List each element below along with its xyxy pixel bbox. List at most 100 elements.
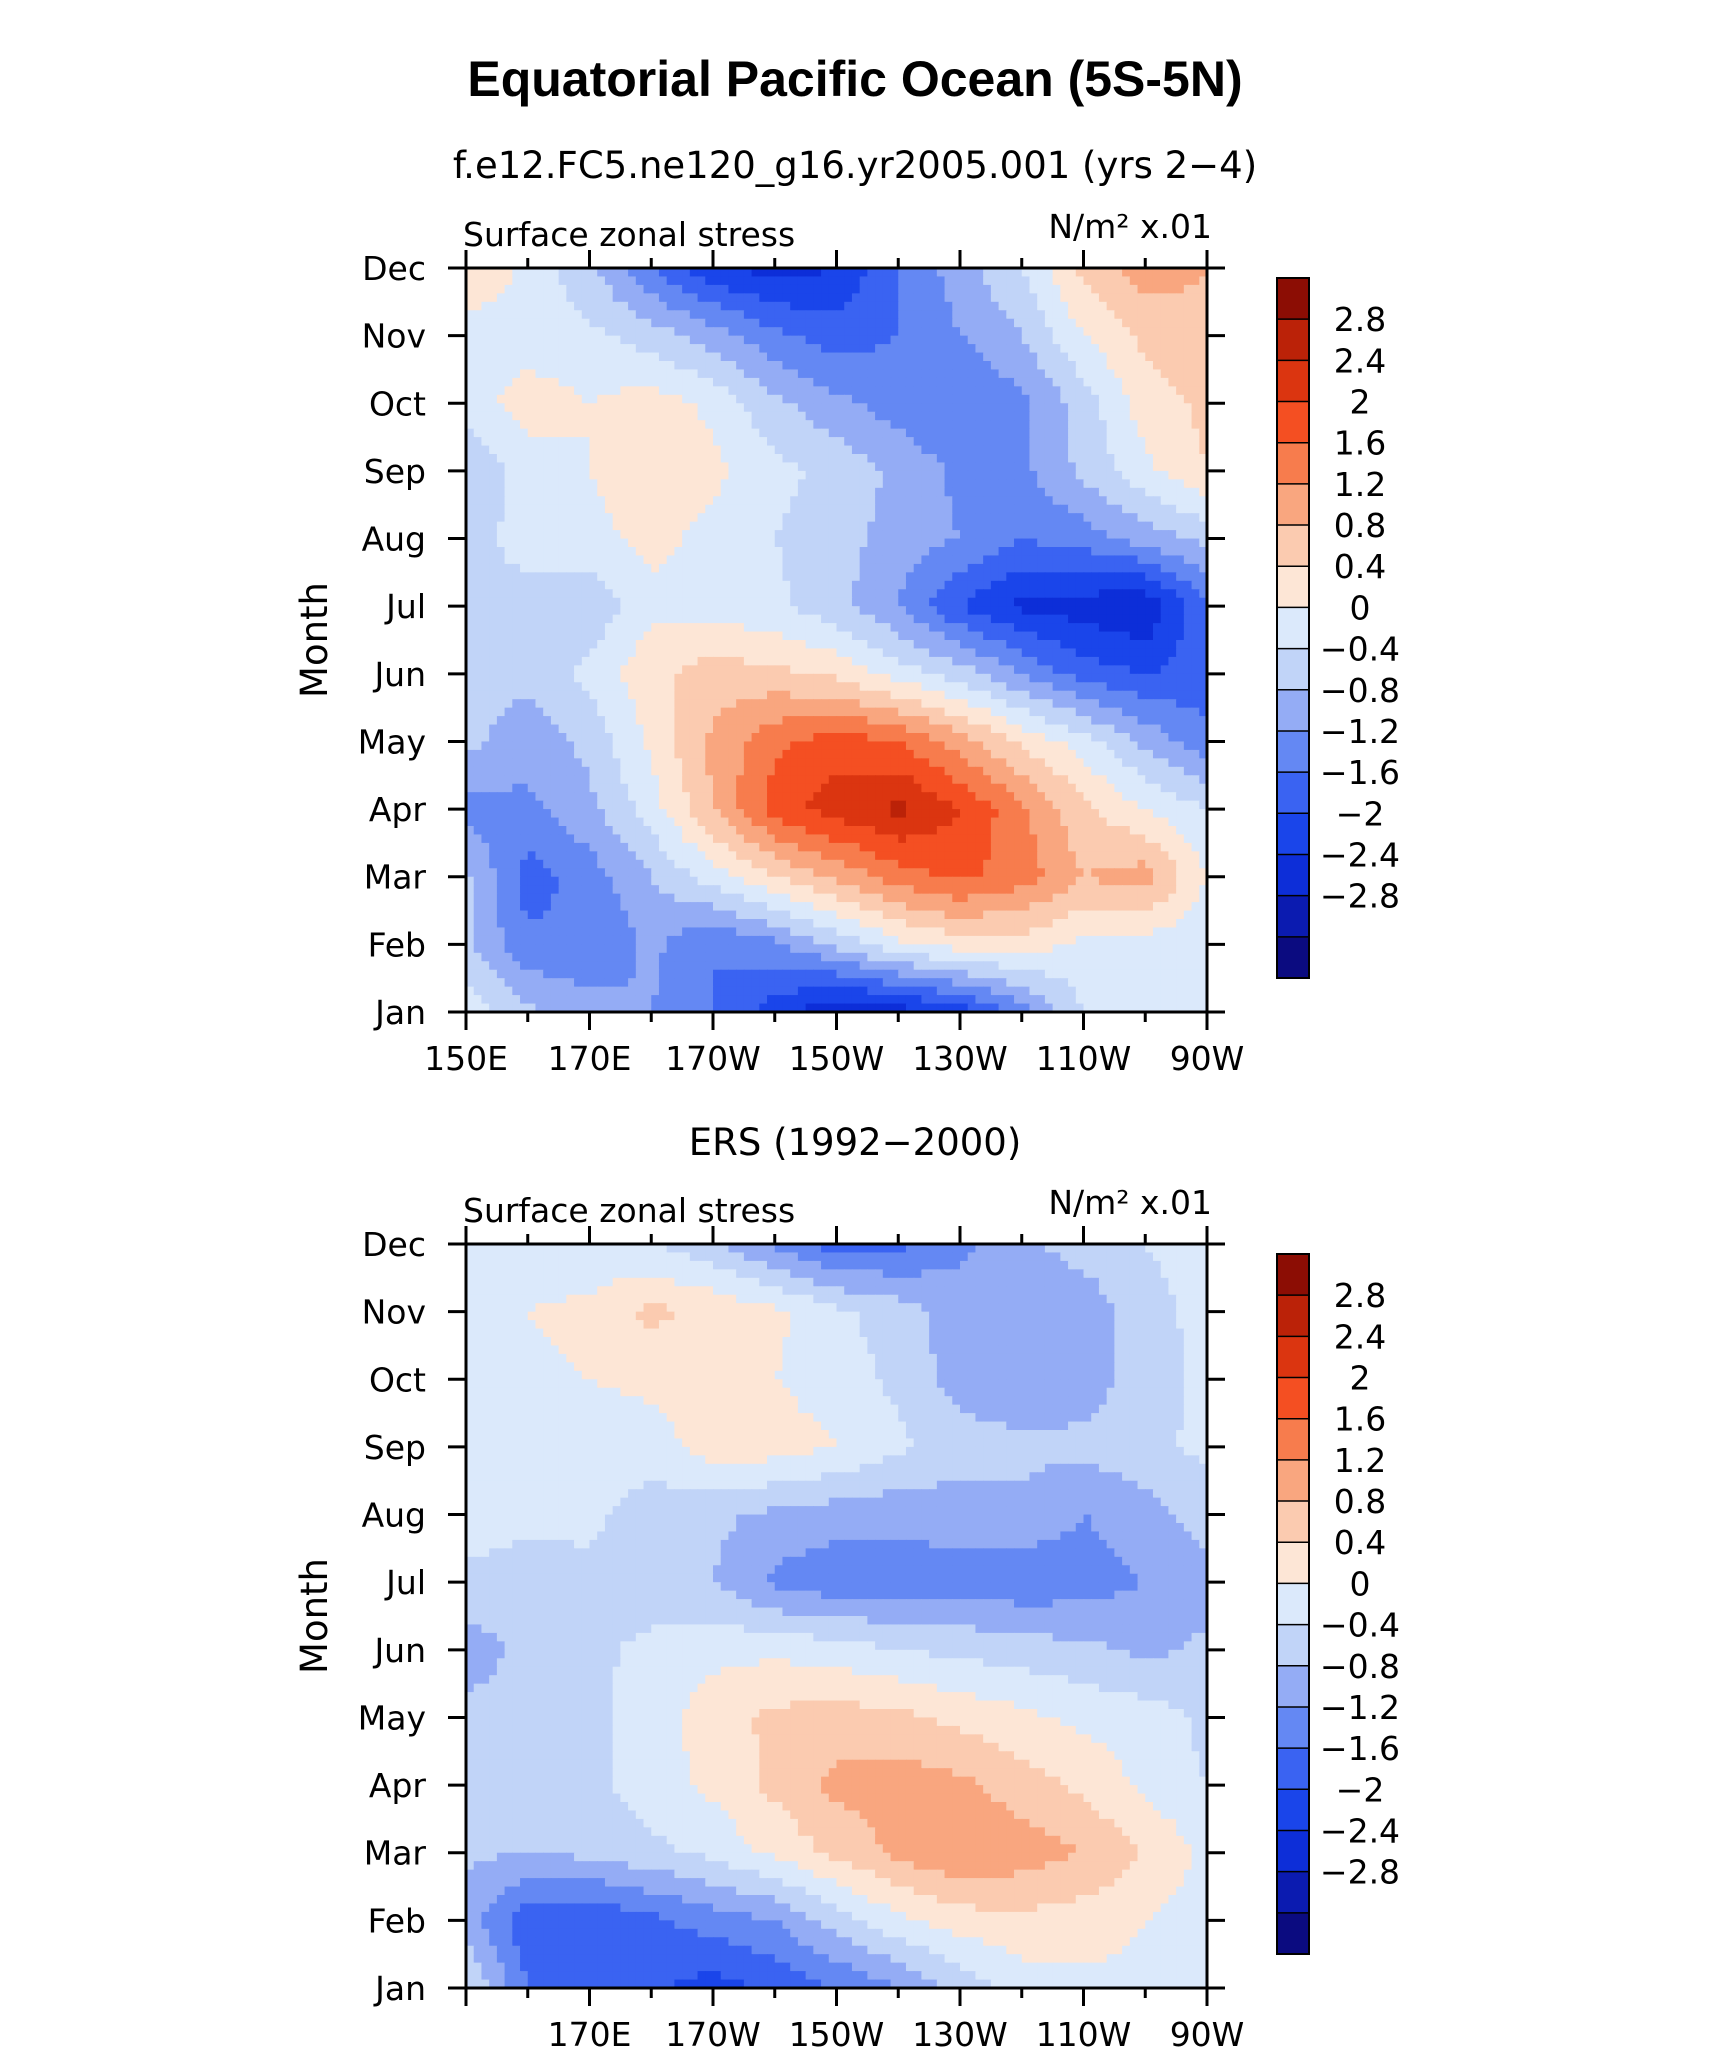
heatmap-cell bbox=[767, 673, 776, 683]
heatmap-cell bbox=[550, 361, 560, 371]
heatmap-cell bbox=[628, 268, 637, 278]
heatmap-cell bbox=[489, 445, 498, 455]
heatmap-cell bbox=[550, 377, 560, 387]
heatmap-cell bbox=[1106, 403, 1115, 413]
heatmap-cell bbox=[666, 555, 676, 565]
heatmap-cell bbox=[697, 479, 706, 489]
heatmap-cell bbox=[713, 276, 722, 286]
heatmap-cell bbox=[535, 563, 544, 573]
heatmap-cell bbox=[767, 487, 776, 497]
heatmap-cell bbox=[1137, 361, 1146, 371]
heatmap-cell bbox=[558, 420, 567, 430]
heatmap-cell bbox=[1152, 327, 1162, 337]
heatmap-cell bbox=[952, 352, 961, 362]
heatmap-cell bbox=[836, 386, 845, 396]
heatmap-cell bbox=[898, 682, 907, 692]
heatmap-cell bbox=[705, 631, 714, 641]
heatmap-cell bbox=[952, 377, 961, 387]
heatmap-cell bbox=[905, 648, 915, 658]
heatmap-cell bbox=[1037, 699, 1046, 709]
heatmap-cell bbox=[496, 310, 506, 320]
heatmap-cell bbox=[998, 276, 1007, 286]
heatmap-cell bbox=[960, 420, 969, 430]
heatmap-cell bbox=[1145, 555, 1154, 565]
heatmap-cell bbox=[929, 268, 938, 278]
heatmap-cell bbox=[658, 454, 668, 464]
heatmap-cell bbox=[1176, 268, 1185, 278]
heatmap-cell bbox=[929, 276, 938, 286]
heatmap-cell bbox=[1160, 631, 1170, 641]
heatmap-cell bbox=[790, 597, 799, 607]
heatmap-cell bbox=[1075, 369, 1085, 379]
heatmap-cell bbox=[983, 555, 992, 565]
heatmap-cell bbox=[1199, 487, 1208, 497]
heatmap-cell bbox=[898, 462, 907, 472]
heatmap-cell bbox=[1083, 310, 1092, 320]
heatmap-cell bbox=[797, 284, 807, 294]
heatmap-cell bbox=[581, 682, 591, 692]
heatmap-cell bbox=[998, 386, 1007, 396]
heatmap-cell bbox=[643, 623, 652, 633]
heatmap-cell bbox=[936, 301, 946, 311]
heatmap-cell bbox=[697, 623, 706, 633]
heatmap-cell bbox=[504, 606, 513, 616]
heatmap-cell bbox=[643, 318, 652, 328]
heatmap-cell bbox=[481, 454, 490, 464]
heatmap-cell bbox=[875, 690, 884, 700]
heatmap-cell bbox=[1160, 597, 1170, 607]
heatmap-cell bbox=[736, 437, 745, 447]
heatmap-cell bbox=[1137, 454, 1146, 464]
heatmap-cell bbox=[666, 640, 676, 650]
heatmap-cell bbox=[1075, 470, 1085, 480]
heatmap-cell bbox=[844, 530, 853, 540]
heatmap-cell bbox=[1014, 665, 1023, 675]
heatmap-cell bbox=[504, 623, 513, 633]
heatmap-cell bbox=[1029, 487, 1038, 497]
heatmap-cell bbox=[751, 318, 760, 328]
heatmap-cell bbox=[566, 597, 575, 607]
heatmap-cell bbox=[635, 344, 645, 354]
heatmap-cell bbox=[759, 352, 768, 362]
heatmap-cell bbox=[743, 361, 753, 371]
heatmap-cell bbox=[682, 445, 691, 455]
heatmap-cell bbox=[1152, 479, 1162, 489]
heatmap-cell bbox=[597, 310, 606, 320]
heatmap-cell bbox=[581, 377, 591, 387]
heatmap-cell bbox=[674, 504, 683, 514]
heatmap-cell bbox=[713, 631, 722, 641]
heatmap-cell bbox=[728, 386, 737, 396]
heatmap-cell bbox=[1129, 411, 1139, 421]
heatmap-cell bbox=[466, 301, 475, 311]
heatmap-cell bbox=[1129, 530, 1139, 540]
heatmap-cell bbox=[574, 699, 583, 709]
heatmap-cell bbox=[1183, 572, 1193, 582]
heatmap-cell bbox=[836, 268, 845, 278]
heatmap-cell bbox=[543, 563, 552, 573]
heatmap-cell bbox=[612, 411, 621, 421]
heatmap-cell bbox=[628, 699, 637, 709]
heatmap-cell bbox=[890, 293, 899, 303]
heatmap-cell bbox=[1191, 606, 1200, 616]
heatmap-cell bbox=[859, 589, 868, 599]
heatmap-cell bbox=[520, 597, 529, 607]
heatmap-cell bbox=[1137, 394, 1146, 404]
heatmap-cell bbox=[581, 563, 591, 573]
heatmap-cell bbox=[713, 428, 722, 438]
heatmap-cell bbox=[790, 369, 799, 379]
heatmap-cell bbox=[1152, 318, 1162, 328]
heatmap-cell bbox=[481, 580, 490, 590]
heatmap-cell bbox=[913, 631, 923, 641]
heatmap-cell bbox=[1037, 352, 1046, 362]
heatmap-cell bbox=[674, 437, 683, 447]
heatmap-cell bbox=[1083, 352, 1092, 362]
heatmap-cell bbox=[489, 597, 498, 607]
heatmap-cell bbox=[1191, 335, 1200, 345]
heatmap-cell bbox=[466, 640, 475, 650]
heatmap-cell bbox=[774, 318, 784, 328]
heatmap-cell bbox=[1068, 699, 1077, 709]
heatmap-cell bbox=[929, 301, 938, 311]
heatmap-cell bbox=[1006, 284, 1015, 294]
heatmap-cell bbox=[674, 318, 683, 328]
heatmap-cell bbox=[821, 623, 830, 633]
heatmap-cell bbox=[1152, 462, 1162, 472]
